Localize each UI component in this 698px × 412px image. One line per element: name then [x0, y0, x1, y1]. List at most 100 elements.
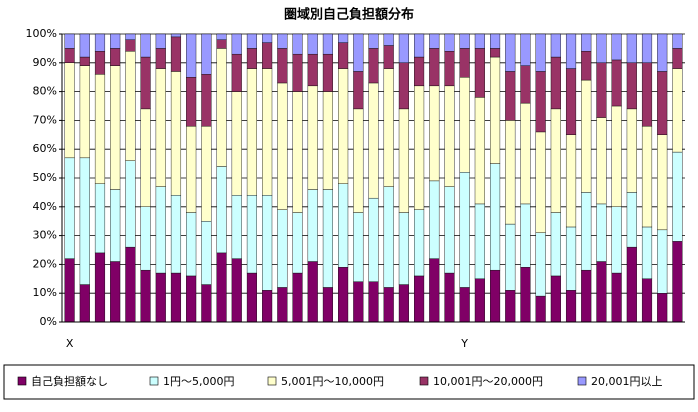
bar-segment — [520, 203, 531, 268]
bar-segment — [277, 82, 288, 210]
bar-segment — [201, 220, 212, 285]
bar-segment — [474, 203, 485, 279]
bar-segment — [292, 212, 303, 274]
bar-segment — [596, 33, 607, 63]
bar-segment — [398, 33, 409, 63]
bar-segment — [459, 33, 470, 49]
bar-segment — [216, 33, 227, 40]
bar-segment — [64, 62, 75, 159]
legend-swatch — [17, 376, 27, 386]
bar-segment — [231, 33, 242, 55]
bar-segment — [231, 195, 242, 259]
bar-segment — [626, 192, 637, 248]
bar-segment — [186, 212, 197, 277]
bar-segment — [292, 53, 303, 92]
bar-segment — [489, 163, 501, 271]
bar-segment — [262, 195, 273, 291]
bar-segment — [110, 33, 121, 49]
bar-segment — [155, 33, 166, 49]
bar-segment — [125, 246, 136, 323]
bar-segment — [641, 125, 653, 228]
bar-segment — [216, 39, 227, 49]
bar-segment — [353, 281, 364, 323]
bar-segment — [140, 56, 151, 110]
bar-segment — [307, 53, 318, 87]
bar-segment — [550, 108, 561, 213]
bar-segment — [277, 209, 288, 288]
bar-segment — [641, 62, 653, 127]
bar-segment — [398, 212, 409, 285]
bar-segment — [277, 48, 288, 84]
bar-segment — [383, 68, 394, 187]
bar-segment — [596, 62, 607, 118]
bar-segment — [444, 186, 455, 274]
bar-segment — [657, 229, 668, 294]
bar-segment — [383, 287, 394, 323]
bar-segment — [262, 68, 273, 196]
bar-segment — [535, 33, 546, 72]
bar-segment — [596, 261, 607, 323]
bar-segment — [246, 272, 258, 323]
bar-segment — [611, 59, 622, 107]
bar-segment — [94, 183, 106, 254]
y-tick-label: 80% — [33, 85, 57, 98]
bar-segment — [140, 108, 151, 207]
bar-segment — [246, 68, 258, 196]
y-tick-label: 100% — [26, 27, 57, 40]
bar-segment — [657, 293, 668, 323]
y-tick-label: 10% — [33, 286, 57, 299]
bar-segment — [64, 157, 75, 259]
bar-segment — [322, 33, 333, 55]
bar-segment — [429, 258, 440, 323]
bar-segment — [216, 166, 227, 254]
bar-segment — [474, 278, 485, 323]
bar-segment — [626, 62, 637, 110]
bar-segment — [64, 258, 75, 323]
bar-segment — [565, 134, 577, 228]
bar-segment — [520, 267, 531, 323]
bar-segment — [581, 33, 592, 52]
bar-segment — [596, 117, 607, 205]
y-tick-label: 0% — [40, 315, 57, 328]
bar-segment — [110, 189, 121, 262]
bar-segment — [520, 65, 531, 104]
bar-segment — [94, 252, 106, 323]
bar-segment — [170, 33, 182, 38]
bar-segment — [641, 226, 653, 280]
bar-segment — [657, 71, 668, 136]
bar-segment — [414, 275, 425, 323]
bar-segment — [444, 33, 455, 52]
bar-segment — [246, 48, 258, 69]
bar-segment — [535, 232, 546, 297]
bar-segment — [125, 33, 136, 40]
bar-segment — [550, 212, 561, 277]
legend-swatch — [267, 376, 277, 386]
bar-segment — [338, 33, 349, 43]
bar-segment — [338, 68, 349, 184]
bar-segment — [201, 125, 212, 222]
bar-segment — [535, 71, 546, 133]
bar-segment — [94, 33, 106, 52]
bar-segment — [459, 287, 470, 323]
bar-segment — [292, 91, 303, 213]
bar-segment — [550, 56, 561, 110]
bar-segment — [125, 51, 136, 161]
bar-segment — [368, 197, 379, 282]
bar-segment — [322, 53, 333, 92]
legend-swatch — [577, 376, 587, 386]
legend-swatch — [149, 376, 159, 386]
legend-label: 20,001円以上 — [591, 375, 663, 388]
bar-segment — [246, 195, 258, 274]
bar-segment — [307, 189, 318, 262]
bar-segment — [565, 290, 577, 323]
bar-segment — [535, 131, 546, 233]
bar-segment — [262, 290, 273, 323]
bar-segment — [657, 33, 668, 72]
bar-segment — [246, 33, 258, 49]
bar-segment — [581, 192, 592, 271]
bar-segment — [186, 33, 197, 78]
y-tick-label: 50% — [33, 171, 57, 184]
bar-segment — [231, 53, 242, 92]
bar-segment — [505, 71, 516, 121]
bar-segment — [414, 56, 425, 87]
